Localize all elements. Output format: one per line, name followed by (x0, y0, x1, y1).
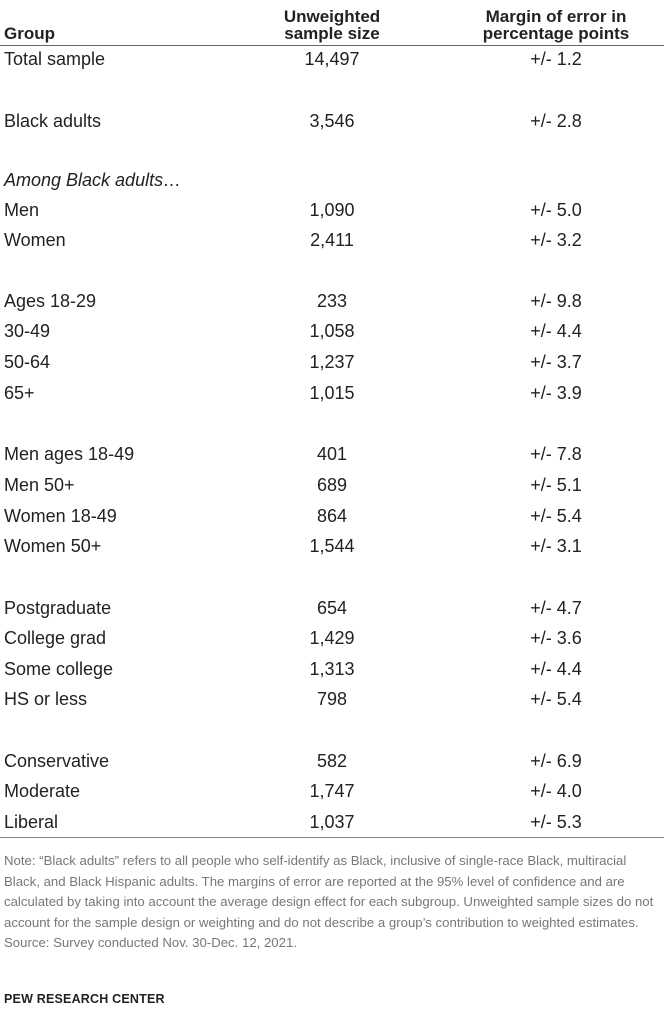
row-group: Women 50+ (4, 536, 102, 556)
table-row: Total sample 14,497 +/- 1.2 (0, 47, 672, 71)
table-row: Some college 1,313 +/- 4.4 (0, 657, 672, 681)
header-sample-size: Unweighted sample size (262, 8, 402, 42)
header-moe-line1: Margin of error in (485, 7, 627, 26)
row-margin-of-error: +/- 5.4 (530, 506, 582, 526)
row-margin-of-error: +/- 6.9 (530, 751, 582, 771)
row-sample-size: 1,090 (309, 200, 355, 220)
table-row: Postgraduate 654 +/- 4.7 (0, 596, 672, 620)
row-sample-size: 1,313 (309, 659, 355, 679)
header-sample-size-line1: Unweighted (283, 7, 381, 26)
row-margin-of-error: +/- 4.0 (530, 781, 582, 801)
table-row: Moderate 1,747 +/- 4.0 (0, 779, 672, 803)
table-row: Conservative 582 +/- 6.9 (0, 749, 672, 773)
organization-credit: PEW RESEARCH CENTER (4, 992, 165, 1006)
table-row: Men 50+ 689 +/- 5.1 (0, 473, 672, 497)
row-group: Conservative (4, 751, 110, 771)
row-sample-size: 582 (316, 751, 348, 771)
row-group: Ages 18-29 (4, 291, 97, 311)
table-row: Men 1,090 +/- 5.0 (0, 198, 672, 222)
row-group: Men 50+ (4, 475, 75, 495)
header-divider (0, 45, 664, 46)
table-row: Ages 18-29 233 +/- 9.8 (0, 289, 672, 313)
row-group: Men ages 18-49 (4, 444, 135, 464)
row-sample-size: 1,747 (309, 781, 355, 801)
row-sample-size: 3,546 (309, 111, 355, 131)
table-row: 30-49 1,058 +/- 4.4 (0, 319, 672, 343)
table-row: Women 2,411 +/- 3.2 (0, 228, 672, 252)
row-sample-size: 654 (316, 598, 348, 618)
row-group: 65+ (4, 383, 35, 403)
header-margin-of-error: Margin of error in percentage points (466, 8, 646, 42)
row-sample-size: 689 (316, 475, 348, 495)
row-sample-size: 401 (316, 444, 348, 464)
row-sample-size: 1,037 (309, 812, 355, 832)
table-bottom-divider (0, 837, 664, 838)
row-margin-of-error: +/- 1.2 (530, 49, 582, 69)
row-margin-of-error: +/- 5.0 (530, 200, 582, 220)
row-group: 30-49 (4, 321, 51, 341)
row-sample-size: 1,015 (309, 383, 355, 403)
row-sample-size: 14,497 (304, 49, 360, 69)
row-sample-size: 1,058 (309, 321, 355, 341)
row-sample-size: 864 (316, 506, 348, 526)
row-sample-size: 1,429 (309, 628, 355, 648)
row-sample-size: 1,544 (309, 536, 355, 556)
row-margin-of-error: +/- 3.9 (530, 383, 582, 403)
row-sample-size: 2,411 (310, 230, 354, 250)
row-group: Total sample (4, 49, 106, 69)
row-margin-of-error: +/- 4.4 (530, 659, 582, 679)
table-row: Liberal 1,037 +/- 5.3 (0, 810, 672, 834)
row-group: College grad (4, 628, 107, 648)
table-row: College grad 1,429 +/- 3.6 (0, 626, 672, 650)
row-margin-of-error: +/- 2.8 (530, 111, 582, 131)
row-group: Some college (4, 659, 114, 679)
row-margin-of-error: +/- 5.3 (530, 812, 582, 832)
row-margin-of-error: +/- 3.2 (530, 230, 582, 250)
row-margin-of-error: +/- 3.6 (530, 628, 582, 648)
footnote: Note: “Black adults” refers to all peopl… (4, 853, 654, 930)
table-subheading-row: Among Black adults… (0, 168, 672, 192)
header-group: Group (4, 24, 55, 43)
header-sample-size-line2: sample size (284, 24, 380, 43)
row-sample-size: 1,237 (309, 352, 355, 372)
row-group: HS or less (4, 689, 88, 709)
row-margin-of-error: +/- 4.7 (530, 598, 582, 618)
table-row: Women 18-49 864 +/- 5.4 (0, 504, 672, 528)
header-moe-line2: percentage points (482, 24, 630, 43)
row-group: Women 18-49 (4, 506, 117, 526)
row-margin-of-error: +/- 9.8 (530, 291, 582, 311)
table-row: Black adults 3,546 +/- 2.8 (0, 109, 672, 133)
row-group: Black adults (4, 111, 102, 131)
row-group: Postgraduate (4, 598, 112, 618)
source-line: Source: Survey conducted Nov. 30-Dec. 12… (4, 935, 297, 950)
table-header: Group Unweighted sample size Margin of e… (0, 2, 672, 44)
table-row: 65+ 1,015 +/- 3.9 (0, 381, 672, 405)
row-subheading: Among Black adults… (4, 170, 182, 190)
table-row: Men ages 18-49 401 +/- 7.8 (0, 442, 672, 466)
row-margin-of-error: +/- 3.1 (530, 536, 582, 556)
row-margin-of-error: +/- 5.4 (530, 689, 582, 709)
row-group: Men (4, 200, 40, 220)
row-sample-size: 233 (316, 291, 348, 311)
table-row: Women 50+ 1,544 +/- 3.1 (0, 534, 672, 558)
row-margin-of-error: +/- 3.7 (530, 352, 582, 372)
row-margin-of-error: +/- 5.1 (530, 475, 582, 495)
row-margin-of-error: +/- 7.8 (530, 444, 582, 464)
row-group: Liberal (4, 812, 59, 832)
row-group: Moderate (4, 781, 81, 801)
row-sample-size: 798 (316, 689, 348, 709)
table-row: HS or less 798 +/- 5.4 (0, 687, 672, 711)
table-row: 50-64 1,237 +/- 3.7 (0, 350, 672, 374)
row-margin-of-error: +/- 4.4 (530, 321, 582, 341)
row-group: Women (4, 230, 66, 250)
row-group: 50-64 (4, 352, 51, 372)
